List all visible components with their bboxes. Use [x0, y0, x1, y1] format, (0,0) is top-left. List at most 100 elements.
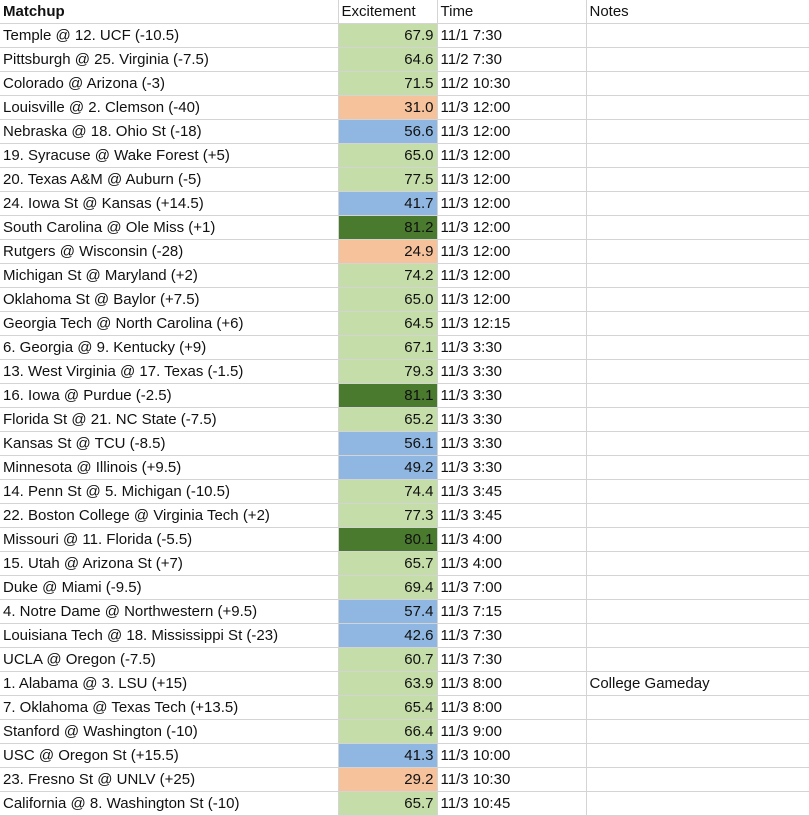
- matchup-cell[interactable]: Minnesota @ Illinois (+9.5): [0, 455, 339, 480]
- excitement-cell[interactable]: 79.3: [338, 359, 438, 384]
- matchup-cell[interactable]: 15. Utah @ Arizona St (+7): [0, 551, 339, 576]
- excitement-cell[interactable]: 65.7: [338, 551, 438, 576]
- excitement-cell[interactable]: 65.0: [338, 287, 438, 312]
- excitement-cell[interactable]: 65.2: [338, 407, 438, 432]
- matchup-cell[interactable]: USC @ Oregon St (+15.5): [0, 743, 339, 768]
- excitement-cell[interactable]: 60.7: [338, 647, 438, 672]
- matchup-cell[interactable]: 1. Alabama @ 3. LSU (+15): [0, 671, 339, 696]
- time-cell[interactable]: 11/3 3:30: [437, 455, 587, 480]
- time-cell[interactable]: 11/3 7:30: [437, 623, 587, 648]
- matchup-cell[interactable]: 14. Penn St @ 5. Michigan (-10.5): [0, 479, 339, 504]
- excitement-cell[interactable]: 69.4: [338, 575, 438, 600]
- excitement-cell[interactable]: 63.9: [338, 671, 438, 696]
- time-cell[interactable]: 11/3 12:00: [437, 263, 587, 288]
- matchup-cell[interactable]: South Carolina @ Ole Miss (+1): [0, 215, 339, 240]
- notes-cell[interactable]: [586, 503, 809, 528]
- time-cell[interactable]: 11/3 9:00: [437, 719, 587, 744]
- notes-cell[interactable]: [586, 479, 809, 504]
- time-cell[interactable]: 11/1 7:30: [437, 23, 587, 48]
- time-cell[interactable]: 11/3 12:00: [437, 119, 587, 144]
- notes-cell[interactable]: [586, 455, 809, 480]
- notes-cell[interactable]: [586, 551, 809, 576]
- matchup-cell[interactable]: Kansas St @ TCU (-8.5): [0, 431, 339, 456]
- notes-cell[interactable]: [586, 599, 809, 624]
- matchup-cell[interactable]: Stanford @ Washington (-10): [0, 719, 339, 744]
- excitement-cell[interactable]: 65.0: [338, 143, 438, 168]
- time-cell[interactable]: 11/3 3:45: [437, 503, 587, 528]
- time-cell[interactable]: 11/2 7:30: [437, 47, 587, 72]
- notes-cell[interactable]: [586, 143, 809, 168]
- excitement-cell[interactable]: 74.2: [338, 263, 438, 288]
- notes-cell[interactable]: [586, 119, 809, 144]
- time-cell[interactable]: 11/3 7:00: [437, 575, 587, 600]
- time-cell[interactable]: 11/3 12:00: [437, 95, 587, 120]
- time-cell[interactable]: 11/3 8:00: [437, 695, 587, 720]
- excitement-cell[interactable]: 71.5: [338, 71, 438, 96]
- matchup-cell[interactable]: 23. Fresno St @ UNLV (+25): [0, 767, 339, 792]
- excitement-cell[interactable]: 80.1: [338, 527, 438, 552]
- excitement-cell[interactable]: 77.3: [338, 503, 438, 528]
- notes-cell[interactable]: [586, 47, 809, 72]
- notes-cell[interactable]: [586, 215, 809, 240]
- header-notes[interactable]: Notes: [586, 0, 809, 24]
- notes-cell[interactable]: [586, 431, 809, 456]
- time-cell[interactable]: 11/3 3:30: [437, 431, 587, 456]
- notes-cell[interactable]: [586, 167, 809, 192]
- notes-cell[interactable]: [586, 407, 809, 432]
- matchup-cell[interactable]: Louisville @ 2. Clemson (-40): [0, 95, 339, 120]
- matchup-cell[interactable]: 20. Texas A&M @ Auburn (-5): [0, 167, 339, 192]
- matchup-cell[interactable]: Florida St @ 21. NC State (-7.5): [0, 407, 339, 432]
- matchup-cell[interactable]: UCLA @ Oregon (-7.5): [0, 647, 339, 672]
- notes-cell[interactable]: [586, 719, 809, 744]
- time-cell[interactable]: 11/2 10:30: [437, 71, 587, 96]
- excitement-cell[interactable]: 42.6: [338, 623, 438, 648]
- matchup-cell[interactable]: Duke @ Miami (-9.5): [0, 575, 339, 600]
- notes-cell[interactable]: [586, 287, 809, 312]
- notes-cell[interactable]: [586, 767, 809, 792]
- notes-cell[interactable]: [586, 95, 809, 120]
- excitement-cell[interactable]: 49.2: [338, 455, 438, 480]
- matchup-cell[interactable]: California @ 8. Washington St (-10): [0, 791, 339, 816]
- notes-cell[interactable]: [586, 23, 809, 48]
- time-cell[interactable]: 11/3 3:30: [437, 359, 587, 384]
- excitement-cell[interactable]: 81.1: [338, 383, 438, 408]
- notes-cell[interactable]: [586, 527, 809, 552]
- excitement-cell[interactable]: 64.5: [338, 311, 438, 336]
- time-cell[interactable]: 11/3 4:00: [437, 527, 587, 552]
- notes-cell[interactable]: [586, 647, 809, 672]
- time-cell[interactable]: 11/3 8:00: [437, 671, 587, 696]
- notes-cell[interactable]: College Gameday: [586, 671, 809, 696]
- matchup-cell[interactable]: Temple @ 12. UCF (-10.5): [0, 23, 339, 48]
- matchup-cell[interactable]: Rutgers @ Wisconsin (-28): [0, 239, 339, 264]
- time-cell[interactable]: 11/3 10:45: [437, 791, 587, 816]
- matchup-cell[interactable]: 24. Iowa St @ Kansas (+14.5): [0, 191, 339, 216]
- notes-cell[interactable]: [586, 743, 809, 768]
- excitement-cell[interactable]: 67.9: [338, 23, 438, 48]
- notes-cell[interactable]: [586, 239, 809, 264]
- time-cell[interactable]: 11/3 10:30: [437, 767, 587, 792]
- matchup-cell[interactable]: Oklahoma St @ Baylor (+7.5): [0, 287, 339, 312]
- excitement-cell[interactable]: 56.6: [338, 119, 438, 144]
- header-excitement[interactable]: Excitement: [338, 0, 438, 24]
- matchup-cell[interactable]: 22. Boston College @ Virginia Tech (+2): [0, 503, 339, 528]
- time-cell[interactable]: 11/3 12:00: [437, 191, 587, 216]
- notes-cell[interactable]: [586, 791, 809, 816]
- time-cell[interactable]: 11/3 4:00: [437, 551, 587, 576]
- excitement-cell[interactable]: 65.7: [338, 791, 438, 816]
- matchup-cell[interactable]: Pittsburgh @ 25. Virginia (-7.5): [0, 47, 339, 72]
- matchup-cell[interactable]: 19. Syracuse @ Wake Forest (+5): [0, 143, 339, 168]
- excitement-cell[interactable]: 56.1: [338, 431, 438, 456]
- notes-cell[interactable]: [586, 623, 809, 648]
- notes-cell[interactable]: [586, 335, 809, 360]
- matchup-cell[interactable]: Louisiana Tech @ 18. Mississippi St (-23…: [0, 623, 339, 648]
- matchup-cell[interactable]: 13. West Virginia @ 17. Texas (-1.5): [0, 359, 339, 384]
- time-cell[interactable]: 11/3 7:15: [437, 599, 587, 624]
- notes-cell[interactable]: [586, 383, 809, 408]
- excitement-cell[interactable]: 77.5: [338, 167, 438, 192]
- excitement-cell[interactable]: 24.9: [338, 239, 438, 264]
- notes-cell[interactable]: [586, 191, 809, 216]
- header-time[interactable]: Time: [437, 0, 587, 24]
- matchup-cell[interactable]: 4. Notre Dame @ Northwestern (+9.5): [0, 599, 339, 624]
- matchup-cell[interactable]: Nebraska @ 18. Ohio St (-18): [0, 119, 339, 144]
- time-cell[interactable]: 11/3 12:00: [437, 287, 587, 312]
